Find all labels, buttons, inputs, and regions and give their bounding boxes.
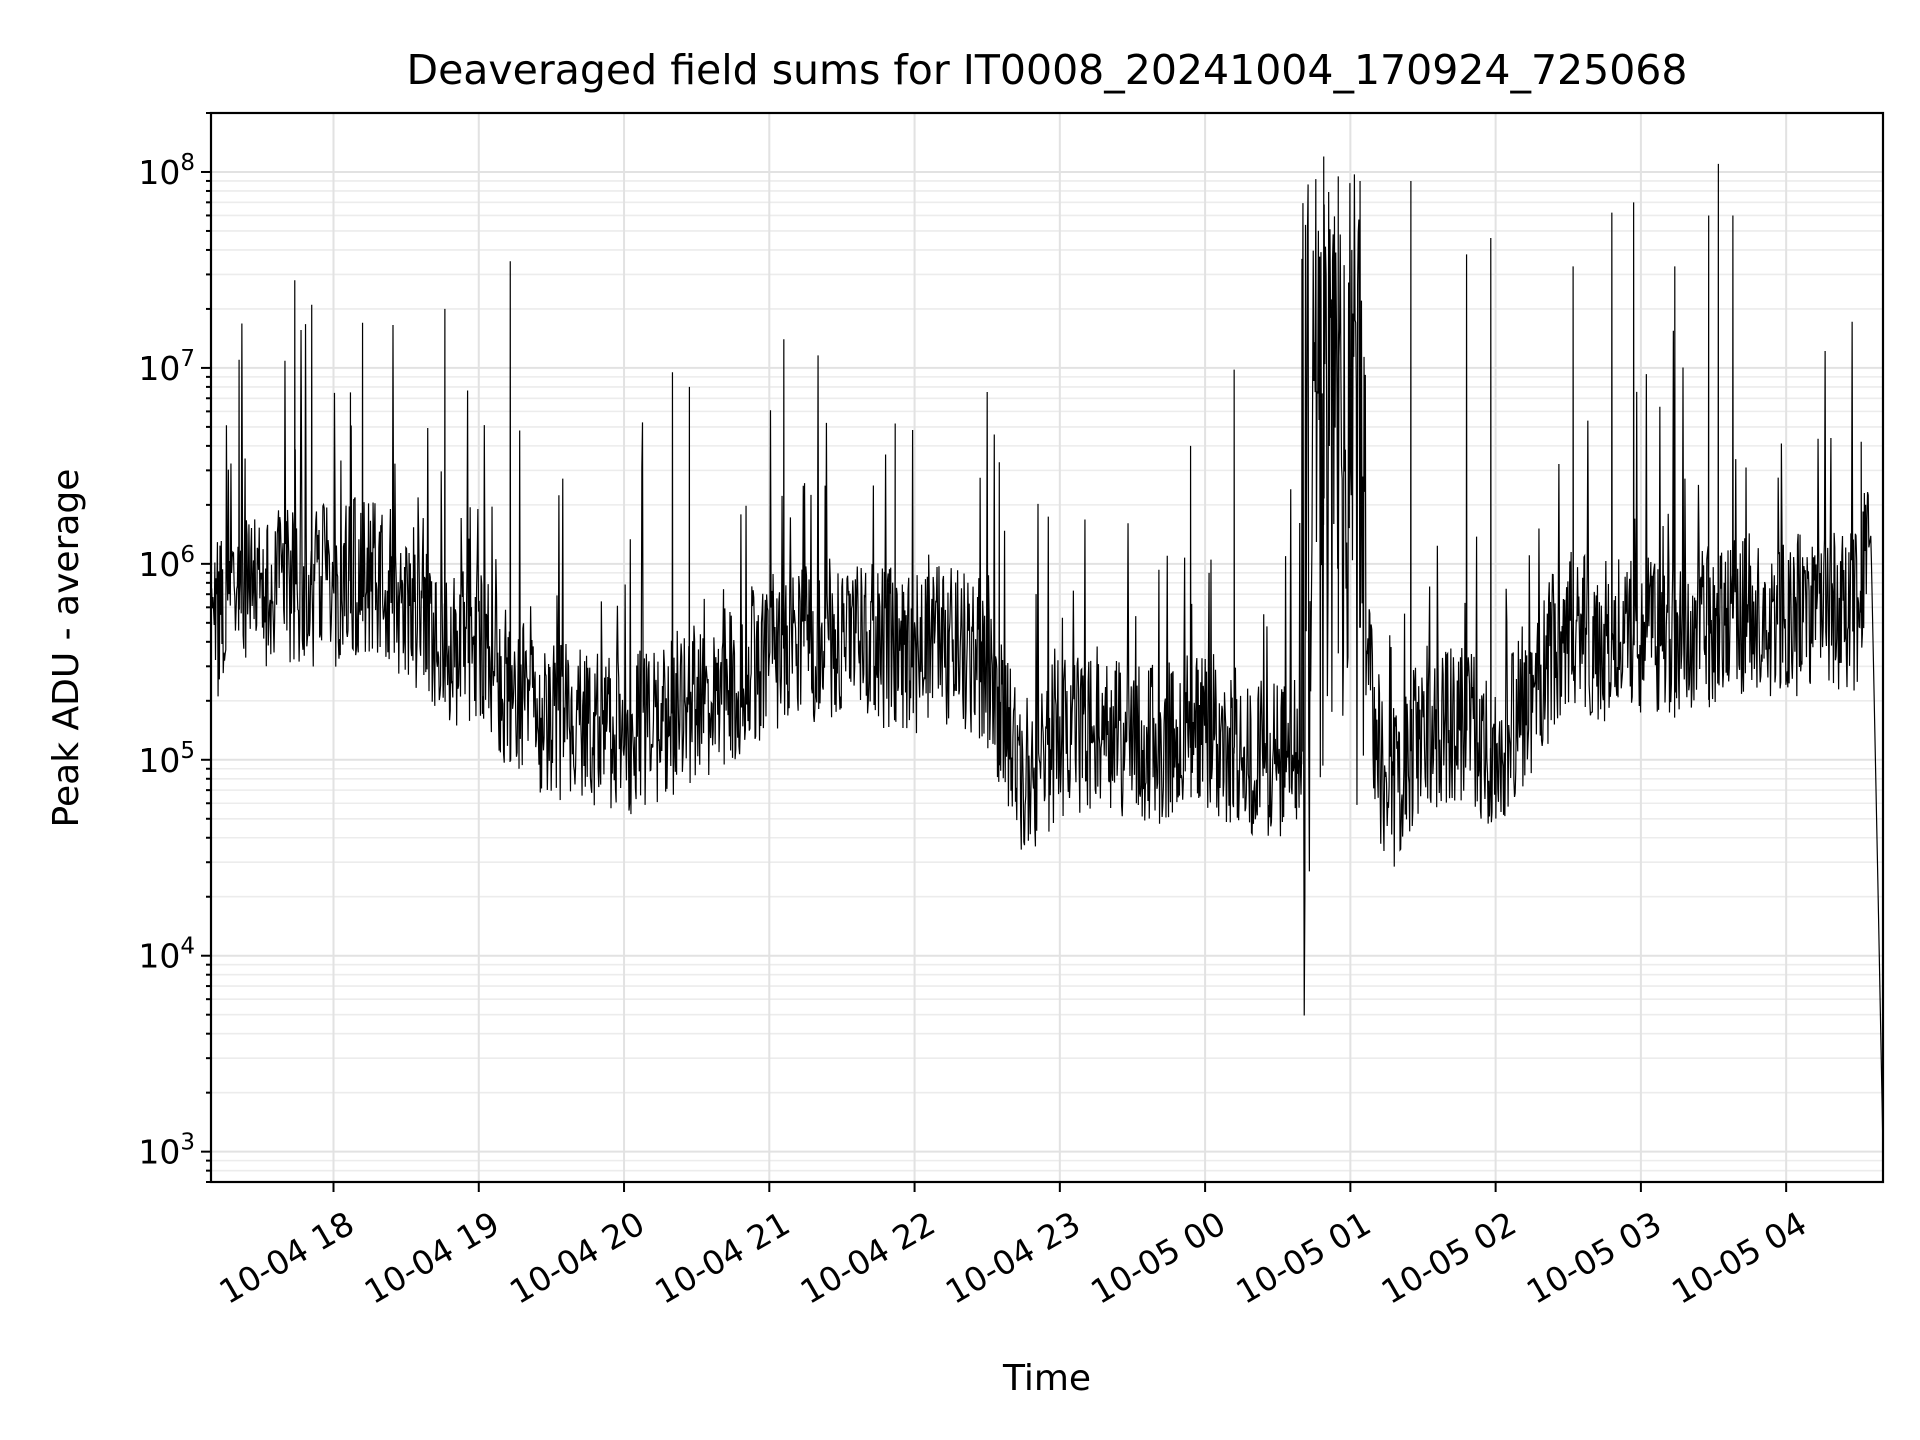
y-axis-label: Peak ADU - average — [46, 469, 87, 828]
y-tick-label: 107 — [138, 346, 195, 388]
y-tick-label: 103 — [138, 1130, 195, 1172]
y-tick-base: 10 — [138, 1133, 180, 1172]
y-tick-label: 108 — [138, 150, 195, 192]
y-tick-base: 10 — [138, 741, 180, 780]
y-tick-label: 106 — [138, 542, 195, 584]
x-axis-label: Time — [1002, 1358, 1091, 1399]
chart-title: Deaveraged field sums for IT0008_2024100… — [407, 46, 1688, 94]
y-tick-exponent: 8 — [180, 150, 195, 176]
series-line — [210, 156, 1884, 1152]
y-tick-exponent: 6 — [180, 542, 195, 568]
y-tick-base: 10 — [138, 937, 180, 976]
y-tick-base: 10 — [138, 545, 180, 584]
axes-frame — [209, 111, 1885, 1184]
y-tick-exponent: 7 — [180, 346, 195, 372]
y-tick-exponent: 4 — [180, 934, 195, 960]
y-tick-label: 105 — [138, 738, 195, 780]
y-tick-base: 10 — [138, 153, 180, 192]
y-tick-exponent: 3 — [180, 1130, 195, 1156]
y-tick-exponent: 5 — [180, 738, 195, 764]
series-layer — [210, 156, 1884, 1152]
y-tick-label: 104 — [138, 934, 195, 976]
y-tick-base: 10 — [138, 349, 180, 388]
